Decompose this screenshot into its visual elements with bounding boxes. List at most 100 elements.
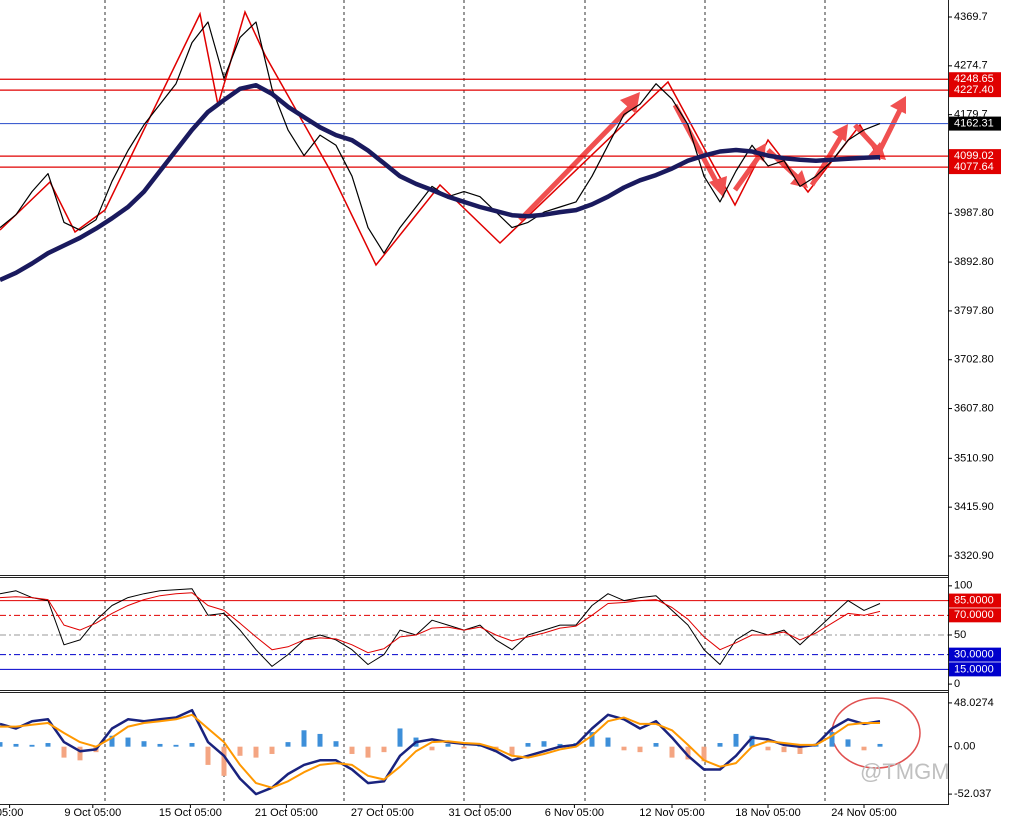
histogram-bar [733,733,739,747]
x-tick-label: 6 Nov 05:00 [545,807,604,819]
y-tick-label: 4274.7 [954,60,988,72]
axis-label-box [949,149,1001,164]
x-tick-label: 21 Oct 05:00 [255,807,318,819]
histogram-bar [557,743,563,747]
histogram-bar [285,742,291,747]
axis-label-box [949,72,1001,87]
x-tick-label: 24 Nov 05:00 [831,807,896,819]
histogram-bar [301,730,307,747]
histogram-bar [77,746,83,761]
axis-label-box [949,662,1001,677]
x-tick-label: 31 Oct 05:00 [449,807,512,819]
series-line [0,592,881,654]
histogram-bar [365,746,371,758]
y-tick-label: 0 [954,678,960,690]
histogram-bar [653,743,659,747]
plot-area [0,588,948,670]
series-line [0,713,880,789]
panel [0,708,883,796]
axis-label-box [949,608,1001,623]
histogram-bar [237,746,243,756]
series-line [0,82,881,283]
y-tick-label: -52.037 [954,788,991,800]
x-tick-label: 27 Oct 05:00 [351,807,414,819]
histogram-bar [397,728,403,747]
y-tick-label: 4162.31 [954,117,994,129]
y-tick-label: 70.0000 [954,609,994,621]
histogram-bar [333,741,339,747]
histogram-bar [621,746,627,751]
histogram-bar [829,732,835,747]
x-tick-label: 18 Nov 05:00 [735,807,800,819]
histogram-bar [381,746,387,753]
y-tick-label: 100 [954,580,972,592]
x-tick-label: 05:00 [0,807,23,819]
y-tick-label: 3892.80 [954,256,994,268]
y-tick-label: 3320.90 [954,550,994,562]
histogram-bar [13,743,19,747]
histogram-bar [445,743,451,747]
histogram-bar [141,741,147,747]
histogram-bar [541,741,547,747]
histogram-bar [61,746,67,758]
histogram-bar [269,746,275,754]
axis-label-box [949,160,1001,175]
y-tick-label: 4248.65 [954,73,994,85]
histogram-bar [0,742,3,747]
histogram-bar [109,735,115,747]
y-tick-label: 3510.90 [954,452,994,464]
axis: 100 85.0000 70.0000 50 30.0000 15.0000 0 [948,580,1001,690]
y-tick-label: 0.00 [954,741,975,753]
y-tick-label: 3415.90 [954,501,994,513]
y-tick-label: 30.0000 [954,649,994,661]
y-tick-label: 4077.64 [954,161,994,173]
histogram-bar [461,746,467,749]
histogram-bar [29,744,35,747]
histogram-bar [253,746,259,758]
histogram-bar [221,746,227,776]
histogram-bar [509,746,515,756]
y-tick-label: 50 [954,629,966,641]
histogram-bar [349,746,355,754]
histogram-bar [797,746,803,754]
histogram-bar [717,743,723,747]
axis-label-box [949,116,1001,131]
histogram-bar [189,743,195,747]
histogram-bar [781,746,787,753]
histogram-bar [45,743,51,747]
zigzag [0,9,881,267]
histogram-bar [861,746,867,751]
x-tick-label: 9 Oct 05:00 [64,807,121,819]
panel-frames [0,0,949,805]
y-tick-label: 3987.80 [954,207,994,219]
axis: 4369.74274.74179.73987.803892.803797.803… [948,11,1001,562]
panel [0,588,948,670]
histogram-bar [157,743,163,747]
histogram-bar [589,732,595,747]
axis-label-box [949,647,1001,662]
plot-area [0,708,883,796]
histogram-bar [317,733,323,747]
histogram-bar [877,743,883,747]
histogram-bar [637,746,643,753]
axis-label-box [949,83,1001,98]
histogram-bar [845,739,851,747]
watermark: @TMGM [860,759,950,784]
histogram-bar [429,746,435,751]
y-tick-label: 4369.7 [954,11,988,23]
histogram-bar [749,735,755,747]
axis: 48.0274 0.00 -52.037 05:00 9 Oct 05:00 15 Oct… [0,697,994,819]
axis-label-box [949,593,1001,608]
x-tick-label: 12 Nov 05:00 [639,807,704,819]
histogram-bar [173,744,179,747]
y-tick-label: 48.0274 [954,697,994,709]
histogram-bar [205,746,211,765]
y-tick-label: 15.0000 [954,663,994,675]
plot-area [0,21,948,283]
y-tick-label: 4099.02 [954,150,994,162]
histogram-bar [125,737,131,747]
histogram-bar [765,746,771,751]
histogram-bar [525,743,531,747]
y-tick-label: 4227.40 [954,84,994,96]
